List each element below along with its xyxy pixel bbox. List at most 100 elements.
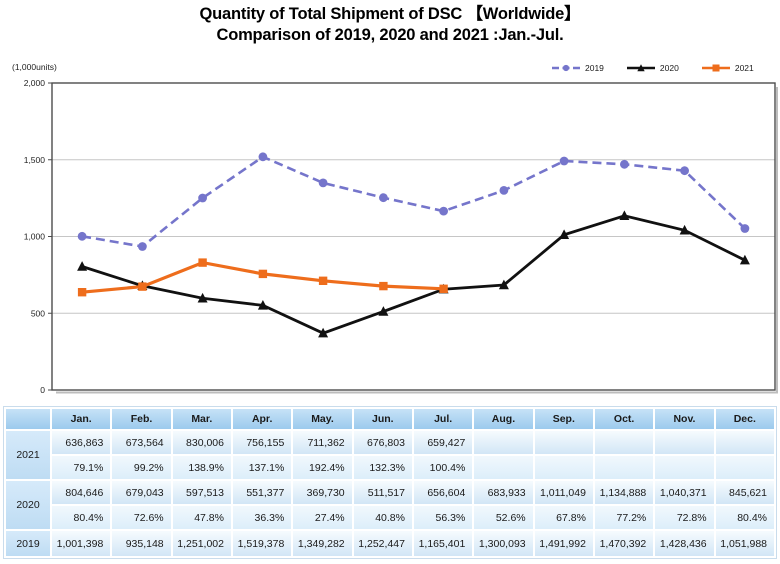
value-cell-2020: 511,517	[353, 481, 412, 504]
year-label-2019: 2019	[6, 531, 50, 556]
percent-cell-2020: 67.8%	[534, 506, 593, 529]
month-header-Apr: Apr.	[232, 409, 292, 429]
shipment-line-chart: 0 500 1,000 1,500 2,000 (1,000units)	[12, 62, 778, 395]
percent-cell-2021: 79.1%	[52, 456, 111, 479]
value-cell-2019: 1,428,436	[655, 531, 714, 556]
value-cell-2020: 1,011,049	[534, 481, 593, 504]
marker-triangle-2020	[257, 300, 268, 310]
y-tick-label: 500	[31, 308, 45, 318]
marker-circle-2019	[680, 166, 689, 176]
value-cell-2019: 935,148	[112, 531, 171, 556]
marker-circle-2019	[198, 193, 208, 203]
percent-cell-2020: 27.4%	[293, 506, 352, 529]
value-cell-2021: 830,006	[172, 431, 231, 454]
marker-square-2021	[138, 282, 147, 291]
legend-label-2020: 2020	[659, 63, 679, 73]
marker-circle-2019	[77, 231, 87, 241]
percent-cell-2020: 72.8%	[655, 506, 714, 529]
value-cell-2020: 1,040,371	[655, 481, 714, 504]
table-row-2020-percent: 80.4% 72.6% 47.8% 36.3% 27.4% 40.8% 56.3% 52.6%…	[6, 506, 774, 529]
y-tick-label: 1,500	[24, 155, 46, 165]
marker-triangle-2020	[739, 254, 750, 265]
marker-circle-2019	[258, 152, 268, 162]
percent-cell-2021: 192.4%	[293, 456, 352, 479]
value-cell-2019: 1,001,398	[52, 531, 111, 556]
month-header-Jul: Jul.	[413, 409, 473, 429]
percent-cell-2021: 138.9%	[172, 456, 231, 479]
percent-cell-2021	[715, 456, 774, 479]
y-tick-label: 2,000	[24, 78, 46, 88]
percent-cell-2021: 99.2%	[112, 456, 171, 479]
marker-circle-2019	[318, 178, 328, 188]
month-header-Feb: Feb.	[112, 409, 171, 429]
series-line-2020	[81, 214, 746, 335]
marker-triangle-2020	[498, 279, 509, 290]
marker-circle-2019	[740, 224, 750, 233]
marker-square-2021	[258, 269, 268, 279]
marker-triangle-2020	[318, 327, 329, 338]
value-cell-2021: 636,863	[52, 431, 111, 454]
percent-cell-2021	[655, 456, 714, 479]
value-cell-2019: 1,349,282	[293, 531, 352, 556]
value-cell-2020: 1,134,888	[594, 481, 654, 504]
chart-title: Quantity of Total Shipment of DSC 【World…	[0, 4, 780, 46]
percent-cell-2020: 72.6%	[112, 506, 171, 529]
marker-triangle-2020	[378, 306, 389, 316]
value-cell-2021	[655, 431, 714, 454]
value-cell-2021	[594, 431, 654, 454]
percent-cell-2021	[534, 456, 593, 479]
shipment-data-table: Jan. Feb. Mar. Apr. May. Jun. Jul. Aug. Sep. Oct.…	[3, 406, 777, 559]
legend-swatch-2021-icon	[701, 64, 730, 72]
percent-cell-2020: 80.4%	[715, 506, 774, 529]
marker-circle-2019	[499, 186, 509, 195]
marker-circle-2019	[559, 156, 569, 166]
table-row-2020-values: 2020 804,646 679,043 597,513 551,377 369,730 5…	[6, 481, 774, 529]
marker-square-2021	[439, 284, 448, 293]
legend-label-2019: 2019	[585, 63, 604, 73]
chart-title-line2: Comparison of 2019, 2020 and 2021 :Jan.-…	[216, 26, 564, 44]
value-cell-2020: 683,933	[474, 481, 533, 504]
month-header-Oct: Oct.	[594, 409, 654, 429]
value-cell-2020: 679,043	[112, 481, 171, 504]
marker-triangle-2020	[679, 224, 690, 235]
marker-circle-2019	[138, 242, 147, 251]
value-cell-2019: 1,470,392	[594, 531, 654, 556]
month-header-Nov: Nov.	[655, 409, 714, 429]
marker-triangle-2020	[197, 292, 208, 303]
month-header-Sep: Sep.	[534, 409, 593, 429]
value-cell-2020: 551,377	[232, 481, 292, 504]
marker-circle-2019	[620, 159, 629, 169]
marker-triangle-2020	[77, 261, 88, 271]
percent-cell-2020: 52.6%	[474, 506, 533, 529]
month-header-May: May.	[293, 409, 352, 429]
table-row-2019-values: 2019 1,001,398 935,148 1,251,002 1,519,378 1,…	[6, 531, 774, 556]
value-cell-2020: 369,730	[293, 481, 352, 504]
percent-cell-2021: 132.3%	[353, 456, 412, 479]
value-cell-2019: 1,252,447	[353, 531, 412, 556]
table-row-2021-percent: 79.1% 99.2% 138.9% 137.1% 192.4% 132.3% 100.4%	[6, 456, 774, 479]
percent-cell-2021: 137.1%	[232, 456, 292, 479]
month-header-Mar: Mar.	[172, 409, 231, 429]
legend-item-2021: 2021	[701, 63, 754, 73]
value-cell-2021	[534, 431, 593, 454]
percent-cell-2021	[474, 456, 533, 479]
percent-cell-2021: 100.4%	[413, 456, 473, 479]
value-cell-2019: 1,300,093	[474, 531, 533, 556]
value-cell-2020: 845,621	[715, 481, 774, 504]
percent-cell-2020: 47.8%	[172, 506, 231, 529]
chart-legend: 2019 2020 2021	[551, 61, 754, 75]
value-cell-2019: 1,051,988	[715, 531, 774, 556]
legend-label-2021: 2021	[734, 63, 754, 73]
table-header-row: Jan. Feb. Mar. Apr. May. Jun. Jul. Aug. Sep. Oct.…	[6, 409, 774, 429]
value-cell-2020: 804,646	[52, 481, 111, 504]
value-cell-2021	[474, 431, 533, 454]
value-cell-2021: 659,427	[413, 431, 473, 454]
percent-cell-2020: 40.8%	[353, 506, 412, 529]
value-cell-2021: 673,564	[112, 431, 171, 454]
percent-cell-2020: 77.2%	[594, 506, 654, 529]
month-header-Dec: Dec.	[715, 409, 774, 429]
value-cell-2021	[715, 431, 774, 454]
year-label-2021: 2021	[6, 431, 50, 479]
marker-square-2021	[77, 288, 87, 297]
marker-triangle-2020	[559, 229, 570, 239]
